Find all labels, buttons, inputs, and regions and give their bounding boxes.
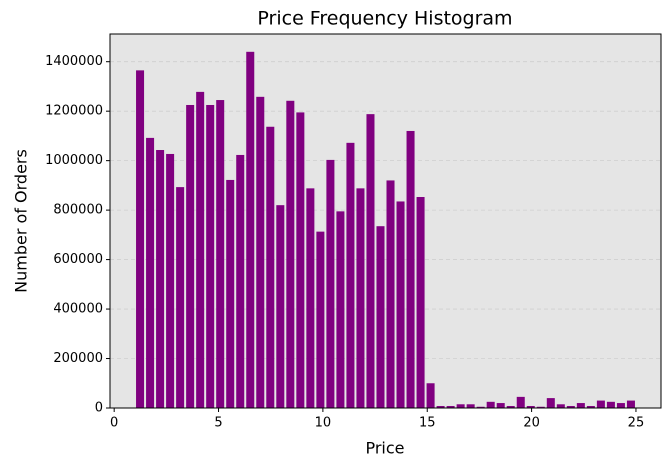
bar [186,104,195,409]
y-tick-label: 0 [95,401,103,416]
bar [446,406,455,408]
bar [246,51,255,409]
bar [536,406,545,408]
bar [576,403,585,408]
y-tick-label: 1000000 [45,153,103,168]
y-axis-label: Number of Orders [12,149,31,293]
y-tick-label: 1400000 [45,54,103,69]
x-tick-label: 15 [419,416,436,431]
bar [546,398,555,408]
bar [226,179,235,408]
bar [316,231,325,408]
x-tick-label: 5 [214,416,222,431]
bar [266,126,275,408]
bar [176,187,185,408]
bar [196,91,205,408]
bar [146,137,155,408]
bar [506,406,515,408]
bar [516,396,525,408]
bar [626,400,635,408]
x-tick-label: 10 [315,416,332,431]
bar [486,401,495,408]
bar [606,401,615,408]
bar [346,142,355,408]
bar [366,114,375,409]
bar [386,180,395,408]
bar [296,112,305,408]
bar [396,201,405,408]
bar [216,100,225,409]
bar [376,226,385,408]
bar [156,150,165,408]
bar [596,400,605,408]
bar [166,153,175,408]
bar [436,406,445,408]
y-tick-label: 1200000 [45,104,103,119]
bar [556,404,565,408]
bar [616,403,625,408]
x-tick-label: 0 [110,416,118,431]
bar [256,96,265,409]
bar [356,188,365,408]
chart-title: Price Frequency Histogram [257,8,512,30]
y-tick-label: 600000 [53,252,103,267]
x-axis-label: Price [365,439,404,458]
bar [236,154,245,408]
bar [306,188,315,408]
bar [466,404,475,408]
x-tick-label: 25 [628,416,645,431]
bar [496,403,505,408]
bar [276,205,285,408]
x-tick-label: 20 [523,416,540,431]
y-tick-label: 400000 [53,302,103,317]
bar [326,159,335,408]
bar [136,70,145,408]
bar [476,406,485,408]
bar [416,197,425,408]
bar [406,130,415,409]
bar [336,211,345,408]
bar [206,104,215,409]
bar [566,406,575,408]
bar [456,404,465,408]
bar [526,406,535,408]
bar [426,383,435,408]
axes-frame [109,33,662,409]
y-tick-label: 200000 [53,351,103,366]
bar [286,100,295,409]
y-tick-label: 800000 [53,203,103,218]
bar [586,406,595,408]
